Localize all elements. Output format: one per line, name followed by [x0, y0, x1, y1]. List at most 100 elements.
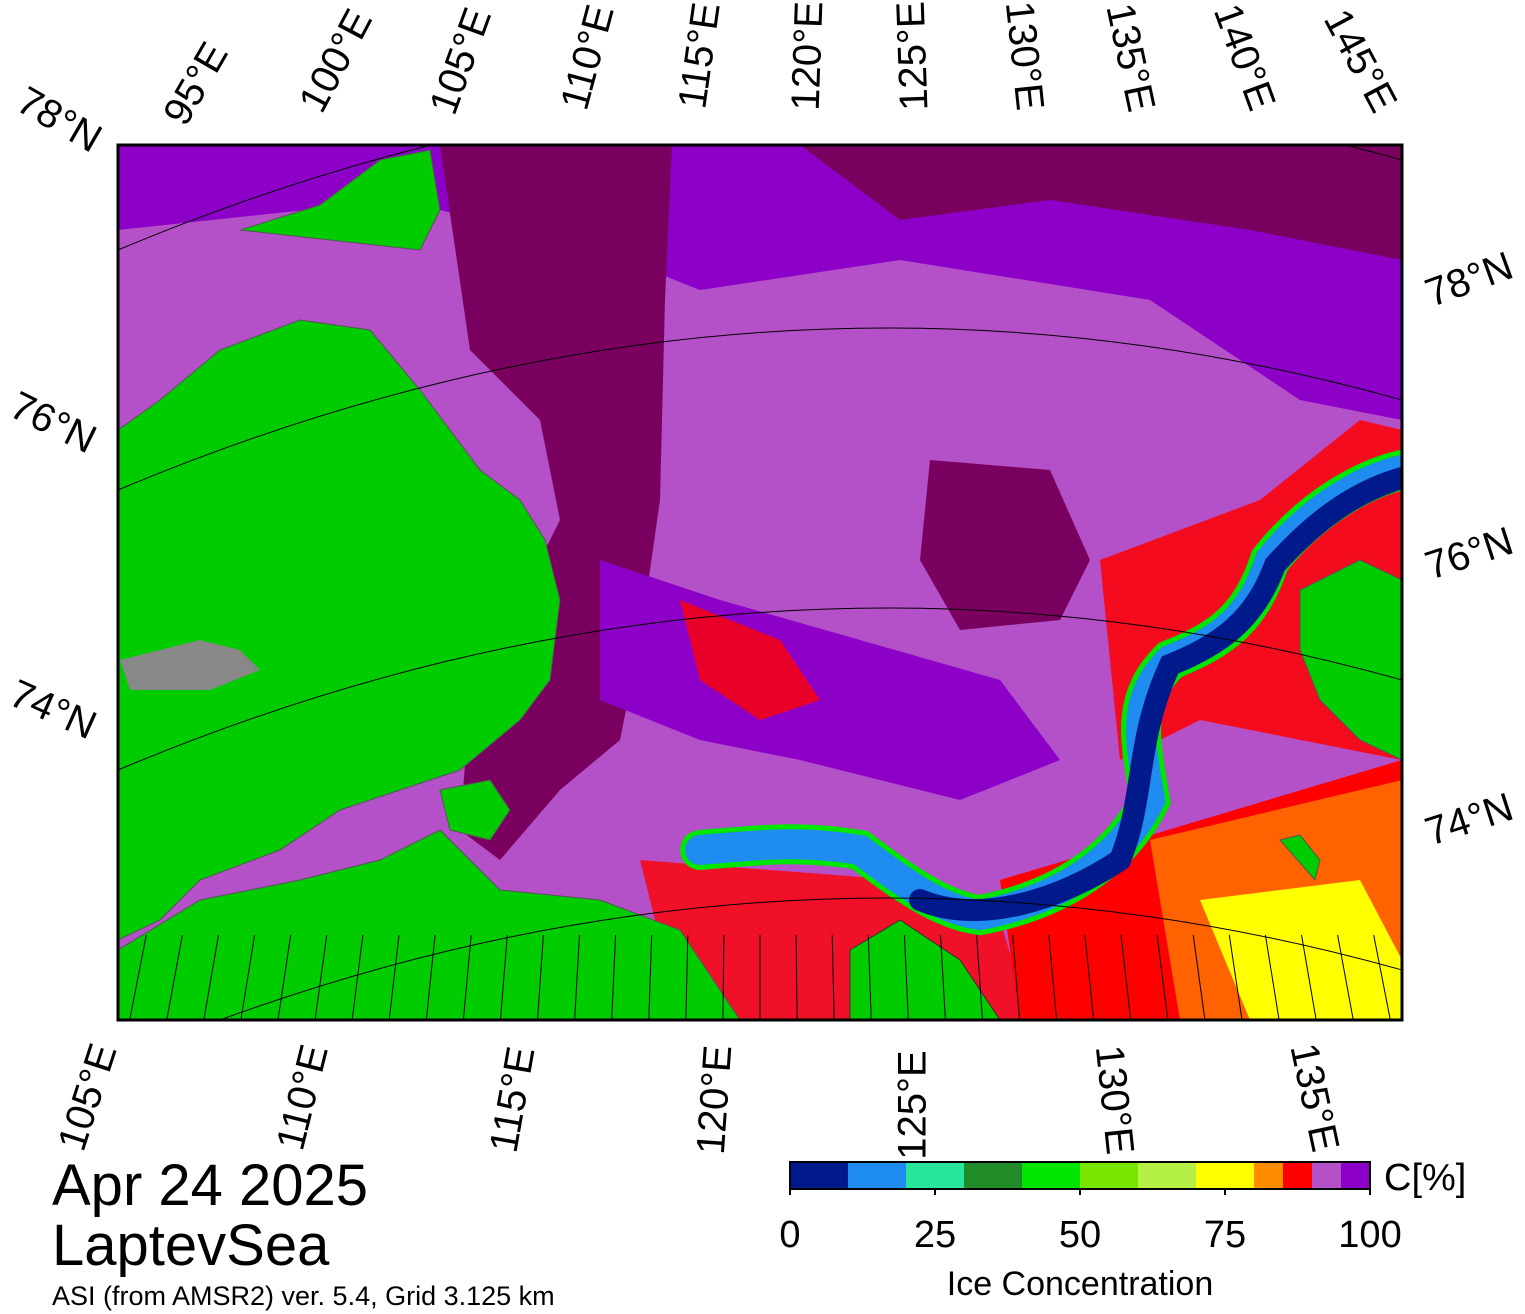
map-frame [116, 143, 1404, 1022]
lon-label: 125°E [889, 1, 937, 112]
parallel [218, 897, 1402, 1020]
meridian [1120, 934, 1132, 1020]
meridian [1012, 934, 1021, 1020]
colorbar-tick-label: 25 [914, 1214, 956, 1256]
colorbar-bin [964, 1162, 1022, 1189]
lon-label: 140°E [1205, 0, 1284, 116]
colorbar-tick-label: 50 [1059, 1214, 1101, 1256]
colorbar-bin [790, 1162, 848, 1189]
ice-high [118, 145, 1402, 420]
colorbar-label: Ice Concentration [947, 1265, 1214, 1303]
meridian [38, 935, 74, 1100]
meridian [166, 934, 183, 1020]
meridian [129, 934, 147, 1020]
lon-label: 110°E [553, 0, 623, 114]
colorbar-tick-label: 0 [779, 1214, 800, 1256]
meridian [499, 934, 508, 1020]
colorbar-bin [1254, 1162, 1283, 1189]
meridian [867, 934, 872, 1020]
lon-label: 115°E [482, 1043, 544, 1155]
lon-label: 145°E [1315, 2, 1405, 119]
meridian [940, 934, 946, 1020]
meridian [574, 934, 580, 1020]
meridian [1156, 934, 1169, 1020]
meridian [537, 934, 544, 1020]
meridian [1228, 934, 1243, 1020]
lon-label: 100°E [291, 2, 381, 119]
date: Apr 24 2025 [52, 1153, 368, 1218]
meridian [685, 934, 689, 1020]
lon-label: 135°E [1097, 0, 1163, 116]
colorbar: C[%] Ice Concentration 0 25 50 75 100 [779, 1157, 1466, 1303]
lon-label: 115°E [670, 0, 728, 111]
meridian [648, 934, 653, 1020]
meridian [425, 934, 436, 1020]
lon-label: 130°E [997, 0, 1052, 112]
meridian [351, 934, 364, 1020]
lon-label: 120°E [689, 1044, 741, 1156]
meridian [1048, 934, 1058, 1020]
meridian [1410, 935, 1444, 1100]
land [1299, 559, 1402, 761]
colorbar-bin [1283, 1162, 1312, 1189]
meridian [1446, 935, 1482, 1100]
lon-label: 125°E [891, 1050, 935, 1159]
land [118, 319, 561, 941]
lon-label: 105°E [50, 1038, 126, 1156]
meridian [462, 934, 472, 1020]
land [439, 779, 511, 841]
colorbar-bin [1080, 1162, 1138, 1189]
lat-label: 78°N [10, 78, 109, 161]
colorbar-bin [1341, 1162, 1370, 1189]
graticule [0, 145, 1520, 1100]
meridian [314, 934, 328, 1020]
meridian [1192, 934, 1206, 1020]
parallel [118, 327, 1402, 491]
lon-label: 135°E [1281, 1039, 1347, 1155]
colorbar-tick-label: 75 [1204, 1214, 1246, 1256]
colorbar-bin [1138, 1162, 1196, 1189]
meridian [1084, 934, 1095, 1020]
lon-label: 120°E [784, 0, 832, 111]
ice-map [0, 145, 1520, 1100]
source: ASI (from AMSR2) ver. 5.4, Grid 3.125 km [52, 1281, 555, 1311]
meridian [1337, 934, 1354, 1020]
colorbar-bin [906, 1162, 964, 1189]
meridian [0, 935, 2, 1100]
meridian [722, 934, 725, 1020]
colorbar-unit: C[%] [1384, 1157, 1466, 1199]
meridian [1264, 934, 1280, 1020]
lat-label: 74°N [3, 671, 103, 748]
lon-label: 130°E [1087, 1043, 1142, 1156]
meridian [203, 934, 219, 1020]
ice-full [800, 145, 1402, 260]
land [1279, 834, 1321, 882]
parallel [118, 607, 1402, 771]
colorbar-bin [1196, 1162, 1254, 1189]
meridian [1301, 934, 1317, 1020]
lon-label: 110°E [268, 1040, 336, 1154]
meridian [0, 935, 38, 1100]
meridian [388, 934, 400, 1020]
meridian [795, 934, 798, 1020]
lat-label: 74°N [1420, 785, 1519, 854]
ice-mid [680, 600, 820, 720]
land-ice [120, 640, 260, 690]
colorbar-tick-label: 100 [1338, 1214, 1401, 1256]
meridian [240, 934, 256, 1020]
meridian [1482, 935, 1520, 1100]
ice-full [920, 460, 1090, 630]
region: LaptevSea [52, 1213, 330, 1278]
land [118, 829, 741, 1020]
land [239, 149, 441, 251]
lon-label: 95°E [155, 35, 237, 132]
lon-label: 105°E [421, 2, 500, 120]
ice-low [1200, 880, 1402, 1020]
meridian [1373, 934, 1391, 1020]
lat-label: 76°N [1420, 519, 1519, 588]
polynya-open [909, 467, 1402, 921]
colorbar-bin [1312, 1162, 1341, 1189]
meridian [277, 934, 292, 1020]
